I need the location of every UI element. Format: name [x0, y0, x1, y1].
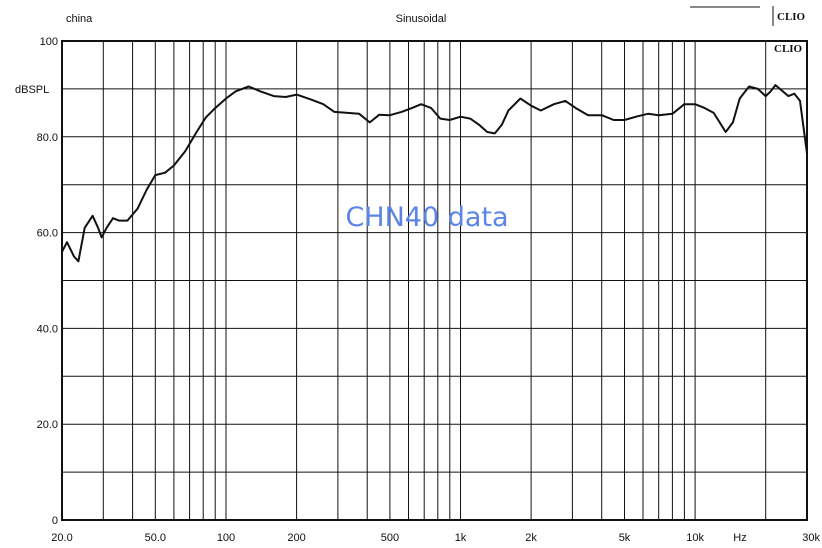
y-tick-label: 80.0: [37, 132, 58, 144]
x-tick-label: 200: [287, 532, 305, 544]
x-tick-label: 100: [217, 532, 235, 544]
x-tick-label: 500: [381, 532, 399, 544]
x-tick-label: 5k: [619, 532, 631, 544]
header-center-label: Sinusoidal: [396, 13, 447, 25]
y-tick-label: 100: [40, 36, 58, 48]
plot-frame: [61, 40, 808, 521]
x-tick-label: 30k: [802, 532, 820, 544]
x-tick-label: 20.0: [51, 532, 72, 544]
y-tick-label: 40.0: [37, 323, 58, 335]
y-tick-label: 20.0: [37, 419, 58, 431]
header-left-label: china: [66, 13, 93, 25]
y-tick-label: 60.0: [37, 228, 58, 240]
x-tick-label: 2k: [525, 532, 537, 544]
y-tick-label: 0: [52, 515, 58, 527]
watermark-text: CHN40 data: [345, 202, 508, 233]
y-axis-unit-label: dBSPL: [15, 84, 49, 96]
x-tick-label: 1k: [455, 532, 467, 544]
x-tick-label: 10k: [686, 532, 704, 544]
clio-logo-inner: CLIO: [774, 43, 803, 55]
clio-logo-top: CLIO: [777, 11, 806, 23]
series-line: [61, 84, 808, 263]
x-tick-label: 50.0: [145, 532, 166, 544]
x-axis-unit-label: Hz: [733, 532, 746, 544]
